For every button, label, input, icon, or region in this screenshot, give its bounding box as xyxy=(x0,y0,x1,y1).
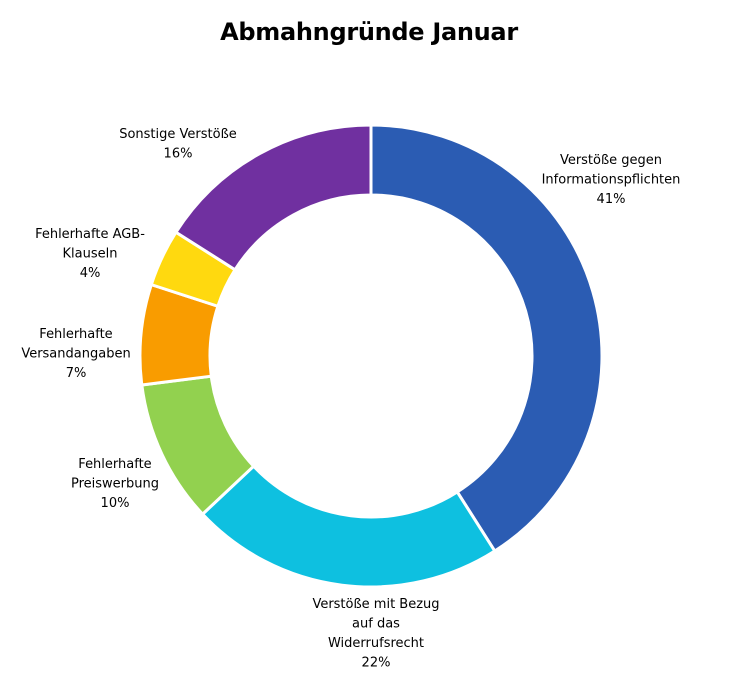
slice-name-line: Klauseln xyxy=(63,247,118,262)
slice-value-label: 16% xyxy=(164,147,193,162)
slice-name-line: Informationspflichten xyxy=(542,173,681,188)
slice-label: Fehlerhafte AGB- Klauseln 4% xyxy=(35,227,145,281)
slice-name-line: Sonstige Verstöße xyxy=(119,127,237,142)
slice-label: Fehlerhafte Preiswerbung 10% xyxy=(71,457,159,511)
slice-label: Verstöße gegen Informationspflichten 41% xyxy=(542,153,681,207)
donut-slice xyxy=(369,123,604,553)
slice-name-line: Widerrufsrecht xyxy=(328,636,424,651)
slice-name-line: Fehlerhafte AGB- xyxy=(35,227,145,242)
chart-title: Abmahngründe Januar xyxy=(220,18,518,46)
slice-name-line: Verstöße mit Bezug xyxy=(312,597,439,612)
donut-slices xyxy=(138,123,604,589)
donut-slice xyxy=(201,464,497,589)
slice-labels: Verstöße gegen Informationspflichten 41%Ve… xyxy=(21,127,680,671)
slice-name-line: auf das xyxy=(352,617,400,632)
slice-name-line: Preiswerbung xyxy=(71,477,159,492)
slice-value-label: 10% xyxy=(101,496,130,511)
slice-name-line: Fehlerhafte xyxy=(78,457,151,472)
slice-value-label: 41% xyxy=(597,192,626,207)
slice-name-line: Versandangaben xyxy=(21,347,130,362)
slice-value-label: 4% xyxy=(80,266,101,281)
slice-label: Fehlerhafte Versandangaben 7% xyxy=(21,327,130,381)
donut-slice xyxy=(174,123,373,272)
slice-value-label: 7% xyxy=(66,366,87,381)
slice-name-line: Fehlerhafte xyxy=(39,327,112,342)
slice-name-line: Verstöße gegen xyxy=(560,153,662,168)
slice-label: Verstöße mit Bezug auf das Widerrufsrecht 2… xyxy=(312,597,439,671)
slice-value-label: 22% xyxy=(362,656,391,671)
slice-label: Sonstige Verstöße 16% xyxy=(119,127,237,162)
